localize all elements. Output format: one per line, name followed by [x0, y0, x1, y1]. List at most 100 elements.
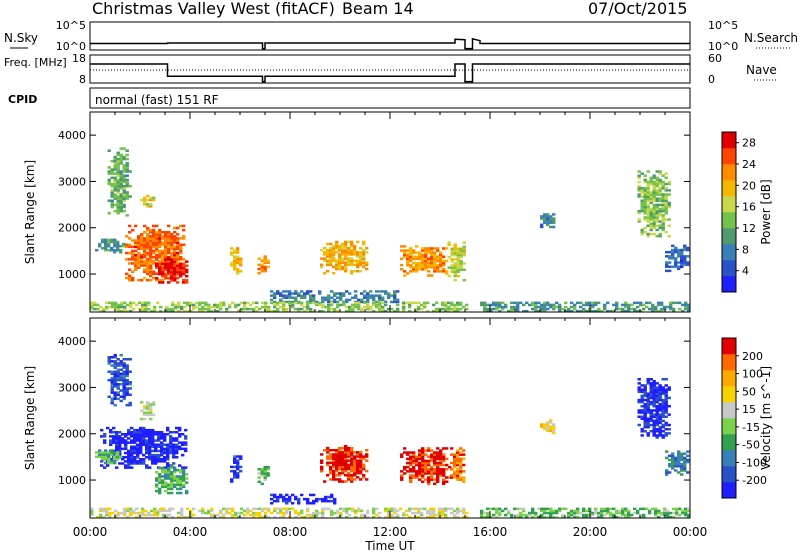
- range-cell: [201, 507, 205, 511]
- range-cell: [263, 269, 267, 273]
- range-cell: [661, 407, 665, 410]
- range-cell: [151, 462, 155, 465]
- range-cell: [143, 413, 147, 417]
- range-cell: [621, 511, 625, 515]
- range-cell: [110, 372, 114, 376]
- range-cell: [453, 243, 457, 246]
- range-cell: [683, 263, 687, 266]
- range-cell: [378, 515, 382, 519]
- range-cell: [657, 511, 661, 515]
- range-cell: [582, 507, 586, 511]
- range-cell: [288, 499, 292, 503]
- range-cell: [555, 511, 559, 515]
- range-cell: [393, 296, 397, 299]
- range-cell: [652, 405, 656, 408]
- range-cell: [243, 301, 247, 305]
- range-cell: [157, 437, 161, 440]
- range-cell: [116, 451, 120, 454]
- range-cell: [436, 470, 440, 473]
- range-cell: [246, 509, 250, 513]
- range-cell: [151, 433, 155, 436]
- range-cell: [175, 456, 179, 459]
- range-cell: [178, 447, 182, 451]
- range-cell: [155, 239, 159, 242]
- range-cell: [154, 460, 158, 463]
- range-cell: [588, 507, 592, 511]
- range-cell: [143, 198, 147, 202]
- range-cell: [233, 471, 237, 475]
- range-cell: [236, 259, 240, 263]
- range-cell: [637, 388, 641, 391]
- range-cell: [164, 481, 168, 484]
- range-cell: [652, 182, 656, 186]
- range-cell: [558, 309, 562, 313]
- range-cell: [344, 242, 348, 246]
- range-cell: [489, 307, 493, 311]
- range-cell: [618, 511, 622, 515]
- range-cell: [576, 301, 580, 305]
- range-cell: [447, 307, 451, 311]
- range-cell: [98, 449, 102, 452]
- range-cell: [510, 515, 514, 519]
- range-cell: [649, 212, 653, 215]
- range-cell: [504, 305, 508, 309]
- range-cell: [658, 234, 662, 238]
- range-cell: [136, 451, 140, 455]
- range-cell: [329, 255, 333, 258]
- range-cell: [158, 249, 162, 253]
- range-cell: [344, 240, 348, 244]
- range-cell: [133, 441, 137, 444]
- range-cell: [652, 394, 656, 398]
- range-cell: [125, 166, 129, 169]
- range-cell: [393, 515, 397, 519]
- range-cell: [111, 305, 115, 309]
- range-cell: [362, 259, 366, 262]
- range-cell: [116, 151, 120, 155]
- range-cell: [252, 309, 256, 313]
- range-cell: [671, 462, 675, 466]
- range-cell: [344, 261, 348, 264]
- range-cell: [128, 383, 132, 386]
- range-cell: [430, 468, 434, 471]
- range-cell: [453, 463, 457, 467]
- range-cell: [152, 237, 156, 240]
- range-cell: [637, 390, 641, 393]
- range-cell: [152, 228, 156, 232]
- range-cell: [123, 301, 127, 305]
- range-cell: [185, 275, 189, 278]
- range-cell: [130, 462, 134, 465]
- range-cell: [159, 507, 163, 511]
- range-cell: [356, 255, 360, 258]
- range-cell: [124, 433, 128, 436]
- range-cell: [127, 466, 131, 469]
- range-cell: [309, 301, 313, 305]
- range-cell: [433, 457, 437, 461]
- range-cell: [390, 513, 394, 517]
- range-cell: [356, 465, 360, 469]
- range-cell: [350, 461, 354, 464]
- range-cell: [387, 515, 391, 519]
- range-cell: [658, 421, 662, 425]
- range-cell: [637, 170, 641, 173]
- range-cell: [423, 507, 427, 511]
- range-cell: [161, 264, 165, 267]
- range-cell: [123, 507, 127, 511]
- range-cell: [344, 249, 348, 252]
- range-cell: [156, 511, 160, 515]
- range-cell: [321, 296, 325, 299]
- range-cell: [332, 255, 336, 258]
- range-cell: [173, 279, 177, 282]
- range-cell: [160, 451, 164, 455]
- range-cell: [164, 251, 168, 255]
- range-cell: [430, 274, 434, 277]
- range-cell: [406, 453, 410, 456]
- range-cell: [546, 307, 550, 311]
- range-cell: [643, 403, 647, 406]
- range-cell: [239, 457, 243, 460]
- range-cell: [332, 272, 336, 275]
- range-cell: [408, 301, 412, 305]
- range-cell: [125, 358, 129, 361]
- range-cell: [350, 259, 354, 262]
- range-cell: [661, 403, 665, 406]
- range-cell: [421, 459, 425, 463]
